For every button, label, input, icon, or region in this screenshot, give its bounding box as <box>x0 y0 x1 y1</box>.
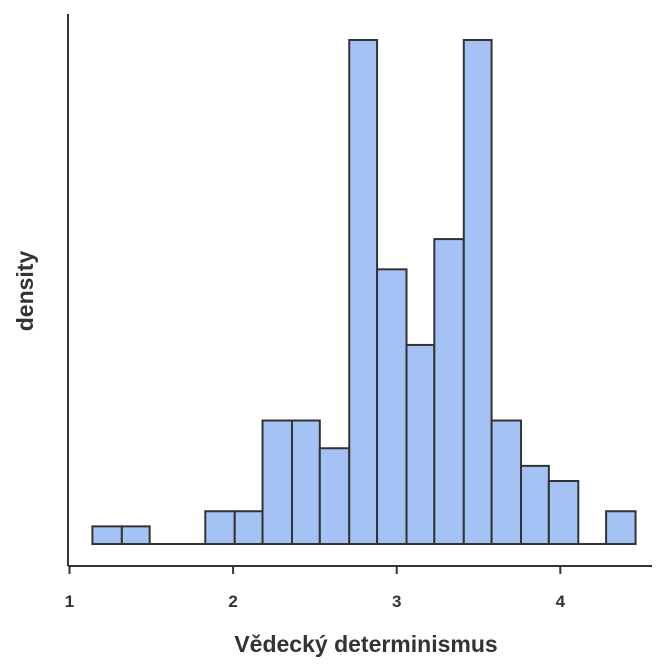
histogram-bar-15 <box>520 464 550 546</box>
histogram-bar-0 <box>91 525 123 545</box>
histogram-bar-11 <box>405 343 436 546</box>
x-tick-label-1: 2 <box>228 592 237 611</box>
y-axis-title: density <box>12 251 38 332</box>
histogram-bar-9 <box>348 39 379 545</box>
histogram-bar-4 <box>204 510 236 545</box>
histogram-bar-8 <box>318 447 351 545</box>
histogram-bars <box>91 39 637 546</box>
histogram-bar-5 <box>233 510 264 545</box>
histogram-bar-12 <box>433 238 465 546</box>
histogram-bar-10 <box>376 268 408 545</box>
histogram-bar-14 <box>490 419 523 545</box>
histogram-bar-6 <box>261 419 293 545</box>
x-axis-ticks: 1 2 3 4 <box>65 566 566 611</box>
histogram-bar-16 <box>547 480 580 545</box>
x-tick-label-2: 3 <box>392 592 401 611</box>
x-tick-label-0: 1 <box>65 592 74 611</box>
x-axis-title: Vědecký determinismus <box>234 631 497 657</box>
x-tick-label-3: 4 <box>556 592 566 611</box>
histogram-bar-13 <box>462 39 493 545</box>
histogram-bar-7 <box>290 419 321 545</box>
histogram-bar-18 <box>605 510 637 545</box>
histogram-bar-1 <box>120 525 151 545</box>
